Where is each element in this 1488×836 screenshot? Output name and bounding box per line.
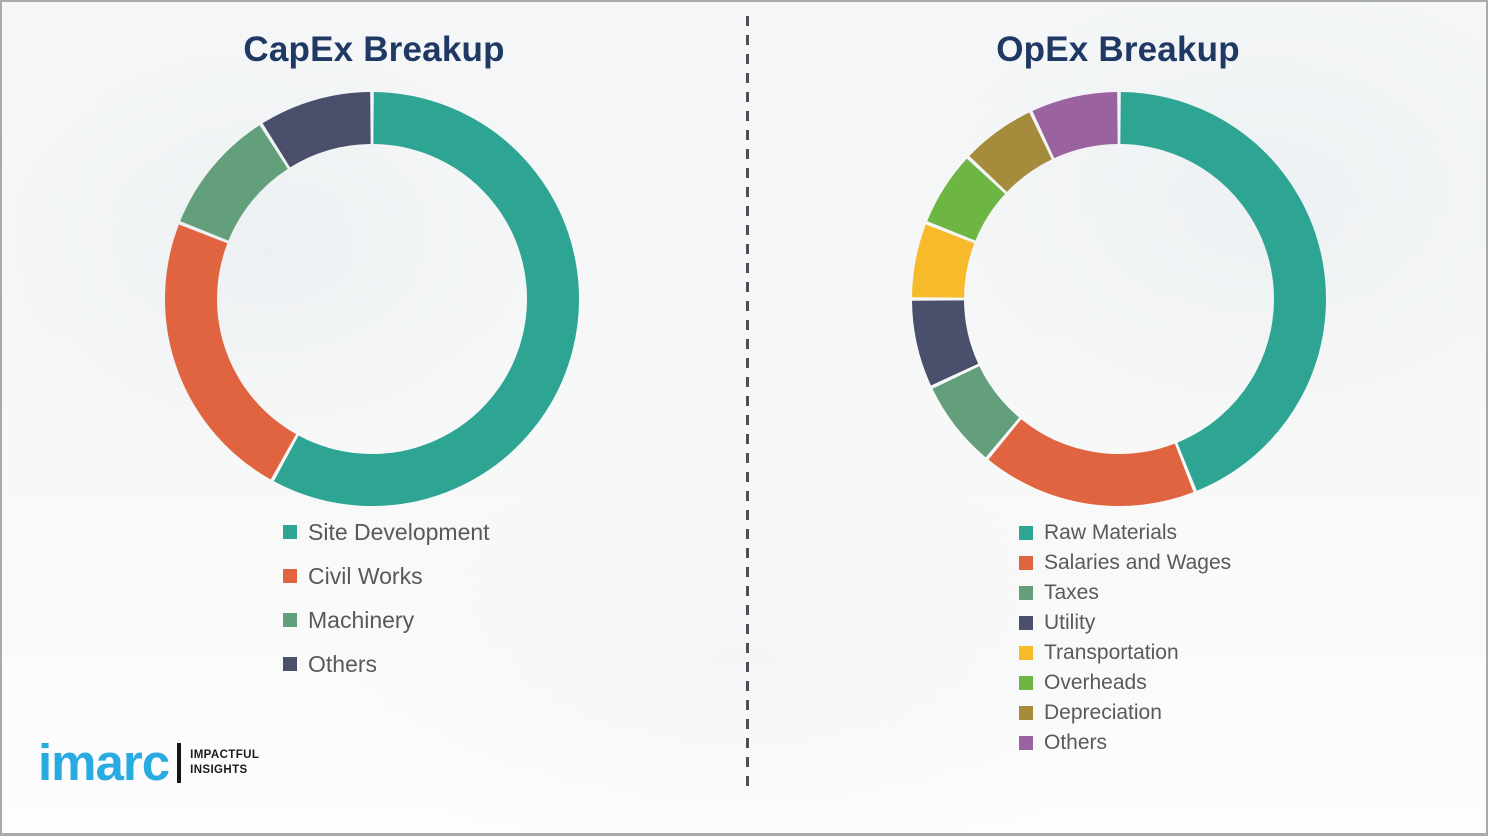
opex-legend-item-depreciation: Depreciation <box>1019 698 1231 728</box>
legend-label: Transportation <box>1044 641 1179 664</box>
opex-legend-item-salaries-and-wages: Salaries and Wages <box>1019 548 1231 578</box>
legend-label: Utility <box>1044 611 1096 634</box>
legend-label: Raw Materials <box>1044 521 1178 544</box>
vertical-dashed-divider <box>746 16 749 794</box>
capex-title: CapEx Breakup <box>243 30 505 69</box>
legend-label: Civil Works <box>308 562 423 589</box>
opex-legend-item-taxes: Taxes <box>1019 578 1231 608</box>
legend-swatch-taxes <box>1019 586 1033 600</box>
legend-swatch-civil-works <box>283 569 297 583</box>
legend-swatch-transportation <box>1019 646 1033 660</box>
imarc-logo-text: imarc <box>38 734 170 791</box>
opex-segment-depreciation <box>969 112 1053 193</box>
capex-donut-chart <box>165 92 579 506</box>
opex-segment-others <box>1032 92 1119 159</box>
opex-panel: OpEx Breakup Raw Materials Salaries and W… <box>746 2 1486 833</box>
capex-legend: Site Development Civil Works Machinery Othe… <box>283 510 490 686</box>
logo-tagline: IMPACTFUL INSIGHTS <box>190 748 259 778</box>
capex-segment-machinery <box>180 125 289 242</box>
imarc-logo: imarc IMPACTFUL INSIGHTS <box>38 737 259 788</box>
capex-panel: CapEx Breakup Site Development Civil Work… <box>2 2 746 833</box>
opex-donut-chart <box>912 92 1326 506</box>
opex-segment-raw-materials <box>1120 92 1326 491</box>
legend-swatch-machinery <box>283 613 297 627</box>
opex-legend: Raw Materials Salaries and Wages Taxes Util… <box>1019 518 1231 758</box>
legend-label: Depreciation <box>1044 701 1162 724</box>
legend-swatch-raw-materials <box>1019 526 1033 540</box>
capex-segment-others <box>262 92 372 168</box>
opex-title: OpEx Breakup <box>996 30 1240 69</box>
legend-label: Salaries and Wages <box>1044 551 1232 574</box>
legend-label: Overheads <box>1044 671 1147 694</box>
legend-label: Machinery <box>308 606 415 633</box>
opex-segment-overheads <box>927 158 1006 242</box>
opex-segment-salaries-and-wages <box>988 418 1194 506</box>
capex-segment-site-development <box>273 92 579 506</box>
capex-legend-item-civil-works: Civil Works <box>283 554 490 598</box>
legend-swatch-others <box>1019 736 1033 750</box>
opex-segment-utility <box>912 299 979 386</box>
legend-label: Others <box>308 650 378 677</box>
capex-legend-item-site-development: Site Development <box>283 510 490 554</box>
capex-legend-item-machinery: Machinery <box>283 598 490 642</box>
legend-swatch-site-development <box>283 525 297 539</box>
legend-label: Taxes <box>1044 581 1099 604</box>
logo-tagline-line2: INSIGHTS <box>190 763 248 776</box>
legend-label: Site Development <box>308 518 490 545</box>
opex-segment-taxes <box>932 365 1020 458</box>
legend-swatch-utility <box>1019 616 1033 630</box>
legend-label: Others <box>1044 731 1108 754</box>
capex-segment-civil-works <box>165 224 297 480</box>
legend-swatch-salaries-and-wages <box>1019 556 1033 570</box>
opex-legend-item-utility: Utility <box>1019 608 1231 638</box>
opex-legend-item-transportation: Transportation <box>1019 638 1231 668</box>
opex-legend-item-others: Others <box>1019 728 1231 758</box>
opex-legend-item-overheads: Overheads <box>1019 668 1231 698</box>
logo-divider-bar <box>177 742 182 783</box>
legend-swatch-others <box>283 657 297 671</box>
opex-legend-item-raw-materials: Raw Materials <box>1019 518 1231 548</box>
logo-tagline-line1: IMPACTFUL <box>190 748 260 761</box>
legend-swatch-depreciation <box>1019 706 1033 720</box>
legend-swatch-overheads <box>1019 676 1033 690</box>
opex-segment-transportation <box>912 224 975 299</box>
capex-legend-item-others: Others <box>283 642 490 686</box>
